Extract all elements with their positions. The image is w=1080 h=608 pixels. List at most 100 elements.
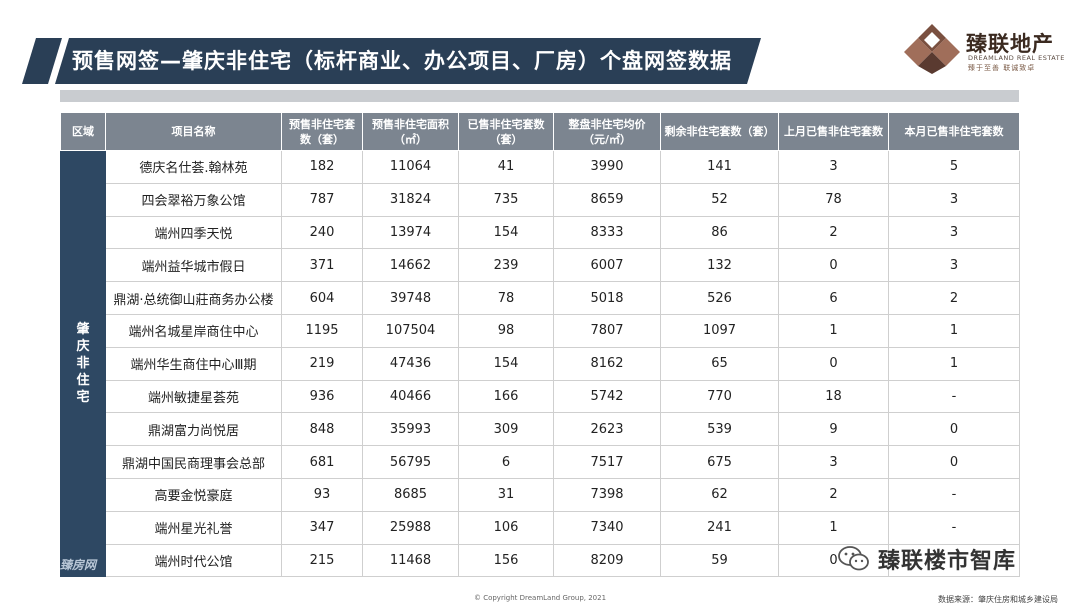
cell-project-name: 鼎湖·总统御山莊商务办公楼 [105,281,282,315]
cell-sold-units: 98 [458,313,554,348]
cell-last-month-sold: 0 [778,346,889,381]
cell-last-month-sold: 9 [778,412,889,447]
cell-last-month-sold: 1 [778,313,889,348]
cell-avg-price: 5742 [553,379,661,414]
header-avg-price: 整盘非住宅均价（元/㎡） [553,112,661,151]
title-underline [60,90,1019,102]
cell-presale-units: 848 [281,412,363,447]
cell-this-month-sold: 2 [888,281,1020,315]
table-row: 鼎湖·总统御山莊商务办公楼 604 39748 78 5018 526 6 2 [61,281,1020,315]
header-sold-units: 已售非住宅套数（套） [458,112,554,151]
cell-presale-units: 936 [281,379,363,414]
presale-data-table: 区域 项目名称 预售非住宅套数（套） 预售非住宅面积（㎡） 已售非住宅套数（套）… [60,112,1020,578]
cell-presale-units: 182 [281,150,363,184]
cell-avg-price: 5018 [553,281,661,315]
cell-avg-price: 8209 [553,543,661,578]
cell-this-month-sold: - [888,510,1020,545]
region-cell: 肇庆非住宅 [60,149,106,578]
wechat-icon [838,546,869,571]
cell-presale-area: 35993 [362,412,459,447]
cell-remaining-units: 52 [660,182,779,217]
cell-sold-units: 735 [458,182,554,217]
cell-presale-area: 8685 [362,477,459,512]
cell-this-month-sold: 3 [888,248,1020,283]
footer-copyright: © Copyright DreamLand Group, 2021 [473,594,607,602]
cell-this-month-sold: 0 [888,412,1020,447]
cell-sold-units: 6 [458,445,554,479]
cell-last-month-sold: 0 [778,248,889,283]
cell-project-name: 端州益华城市假日 [105,248,282,283]
page-title: 预售网签—肇庆非住宅（标杆商业、办公项目、厂房）个盘网签数据 [72,49,732,73]
cell-presale-units: 371 [281,248,363,283]
title-bar [55,38,761,84]
header-presale-area: 预售非住宅面积（㎡） [362,112,459,151]
cell-avg-price: 7340 [553,510,661,545]
cell-avg-price: 3990 [553,150,661,184]
cell-presale-area: 25988 [362,510,459,545]
cell-this-month-sold: 3 [888,182,1020,217]
cell-sold-units: 31 [458,477,554,512]
table-row: 端州名城星岸商住中心 1195 107504 98 7807 1097 1 1 [61,313,1020,348]
cell-sold-units: 166 [458,379,554,414]
cell-avg-price: 6007 [553,248,661,283]
cell-presale-area: 31824 [362,182,459,217]
cell-avg-price: 7517 [553,445,661,479]
corner-watermark: 臻房网 [60,558,97,572]
cell-last-month-sold: 18 [778,379,889,414]
table-header-row: 区域 项目名称 预售非住宅套数（套） 预售非住宅面积（㎡） 已售非住宅套数（套）… [60,112,1020,151]
cell-last-month-sold: 78 [778,182,889,217]
cell-remaining-units: 526 [660,281,779,315]
cell-sold-units: 309 [458,412,554,447]
table-row: 肇庆非住宅 德庆名仕荟.翰林苑 182 11064 41 3990 141 3 5 [60,149,1020,578]
cell-presale-units: 681 [281,445,363,479]
table-row: 端州时代公馆 215 11468 156 8209 59 0 [61,543,1020,578]
cell-project-name: 端州四季天悦 [105,215,282,250]
cell-avg-price: 8162 [553,346,661,381]
cell-remaining-units: 86 [660,215,779,250]
header-region: 区域 [60,112,106,151]
cell-presale-area: 56795 [362,445,459,479]
cell-this-month-sold: 3 [888,215,1020,250]
cell-sold-units: 239 [458,248,554,283]
cell-this-month-sold [888,543,1020,578]
cell-avg-price: 7807 [553,313,661,348]
cell-presale-units: 240 [281,215,363,250]
table-row: 高要金悦豪庭 93 8685 31 7398 62 2- [61,477,1020,512]
cell-sold-units: 156 [458,543,554,578]
cell-last-month-sold: 6 [778,281,889,315]
cell-remaining-units: 141 [660,150,779,184]
logo-tagline: 臻于至善 联诚致卓 [968,64,1036,72]
cell-remaining-units: 241 [660,510,779,545]
cell-project-name: 端州时代公馆 [105,543,282,578]
header-project-name: 项目名称 [105,112,282,151]
cell-remaining-units: 770 [660,379,779,414]
cell-presale-units: 604 [281,281,363,315]
cell-presale-area: 107504 [362,313,459,348]
cell-last-month-sold: 0 [778,543,889,578]
table-row: 端州四季天悦 240 13974 154 8333 86 2 3 [61,215,1020,250]
cell-project-name: 德庆名仕荟.翰林苑 [105,150,282,184]
cell-presale-area: 11064 [362,150,459,184]
cell-avg-price: 7398 [553,477,661,512]
wechat-watermark: 臻联楼市智库 [838,542,1016,576]
cell-sold-units: 78 [458,281,554,315]
header-this-month-sold: 本月已售非住宅套数 [888,112,1020,151]
cell-avg-price: 8659 [553,182,661,217]
cell-presale-area: 47436 [362,346,459,381]
cell-presale-area: 39748 [362,281,459,315]
cell-project-name: 鼎湖中国民商理事会总部 [105,445,282,479]
cell-last-month-sold: 3 [778,445,889,479]
cell-this-month-sold: 1 [888,313,1020,348]
cell-presale-units: 787 [281,182,363,217]
cell-presale-area: 11468 [362,543,459,578]
cell-last-month-sold: 1 [778,510,889,545]
table-row: 端州益华城市假日 371 14662 239 6007 132 0 3 [61,248,1020,283]
company-logo: 臻联地产 DREAMLAND REAL ESTATE 臻于至善 联诚致卓 [902,22,1067,74]
cell-remaining-units: 675 [660,445,779,479]
cell-last-month-sold: 2 [778,477,889,512]
cell-presale-units: 219 [281,346,363,381]
logo-mark-icon [904,24,960,74]
cell-project-name: 鼎湖富力尚悦居 [105,412,282,447]
cell-sold-units: 41 [458,150,554,184]
table-row: 鼎湖中国民商理事会总部 681 56795 6 7517 675 3 0 [61,445,1020,479]
